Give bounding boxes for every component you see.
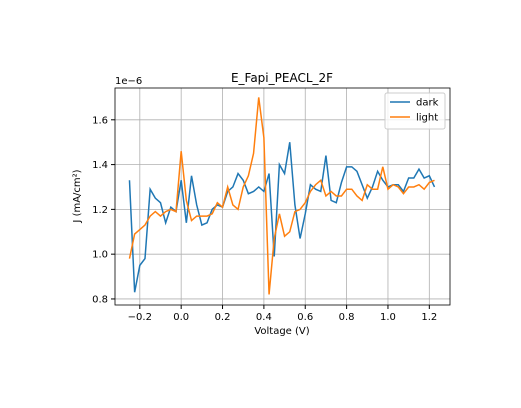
y-tick-label: 0.8: [92, 294, 108, 305]
x-axis-label: Voltage (V): [254, 326, 309, 337]
plot-frame: [114, 87, 451, 306]
line-series: [128, 97, 435, 295]
legend-label: dark: [416, 98, 439, 109]
y-tick-label: 1.0: [92, 250, 108, 261]
x-tick-label: 0.6: [297, 312, 313, 323]
y-axis-label: J (mA/cm²): [72, 169, 83, 223]
x-tick-label: 0.4: [256, 312, 272, 323]
x-tick-label: 0.0: [173, 312, 189, 323]
x-tick-label: 0.8: [339, 312, 355, 323]
y-tick-label: 1.6: [92, 115, 108, 126]
y-tick-label: 1.2: [92, 205, 108, 216]
chart-title: E_Fapi_PEACL_2F: [231, 71, 333, 85]
x-tick-label: 1.2: [421, 312, 437, 323]
y-offset-text: 1e−6: [115, 76, 142, 87]
line-series: [128, 142, 436, 293]
x-tick-label: 1.0: [380, 312, 396, 323]
legend-label: light: [416, 113, 438, 124]
x-tick-label: −0.2: [128, 312, 152, 323]
y-tick-label: 1.4: [92, 160, 108, 171]
x-tick-label: 0.2: [215, 312, 231, 323]
